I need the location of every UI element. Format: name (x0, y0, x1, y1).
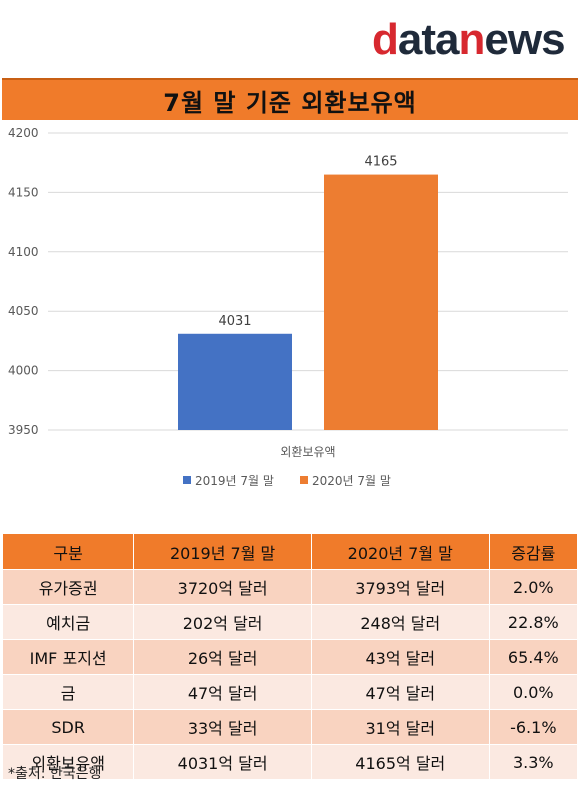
cell-category: 유가증권 (1, 569, 135, 605)
y-tick-label: 4100 (8, 245, 39, 259)
y-tick-label: 4050 (8, 304, 39, 318)
header-change: 증감률 (488, 533, 579, 570)
cell-change: 65.4% (488, 639, 579, 675)
cell-category: 금 (1, 674, 135, 710)
y-tick-label: 4150 (8, 185, 39, 199)
bar (178, 333, 292, 430)
table-row: 예치금 202억 달러 248억 달러 22.8% (1, 604, 579, 640)
cell-change: 0.0% (488, 674, 579, 710)
table-row: IMF 포지션 26억 달러 43억 달러 65.4% (1, 639, 579, 675)
cell-category: IMF 포지션 (1, 639, 135, 675)
y-tick-label: 3950 (8, 423, 39, 437)
table-row: SDR 33억 달러 31억 달러 -6.1% (1, 709, 579, 745)
chart-title-bar: 7월 말 기준 외환보유액 (2, 78, 578, 120)
table-row: 금 47억 달러 47억 달러 0.0% (1, 674, 579, 710)
data-label: 4031 (218, 314, 251, 329)
cell-2020: 47억 달러 (310, 674, 490, 710)
cell-2019: 33억 달러 (133, 709, 312, 745)
header-category: 구분 (1, 533, 135, 570)
cell-2019: 202억 달러 (133, 604, 312, 640)
reserves-table: 구분 2019년 7월 말 2020년 7월 말 증감률 유가증권 3720억 … (1, 533, 579, 780)
cell-2019: 4031억 달러 (133, 744, 312, 780)
bar (324, 174, 438, 430)
cell-change: -6.1% (488, 709, 579, 745)
header-2020: 2020년 7월 말 (310, 533, 490, 570)
cell-2020: 3793억 달러 (310, 569, 490, 605)
cell-change: 3.3% (488, 744, 579, 780)
cell-category: SDR (1, 709, 135, 745)
legend-label: 2020년 7월 말 (312, 474, 391, 488)
legend-swatch (183, 476, 191, 484)
table-header-row: 구분 2019년 7월 말 2020년 7월 말 증감률 (1, 533, 579, 570)
cell-change: 2.0% (488, 569, 579, 605)
cell-category: 예치금 (1, 604, 135, 640)
legend-label: 2019년 7월 말 (195, 474, 274, 488)
y-tick-label: 4200 (8, 126, 39, 140)
legend-swatch (300, 476, 308, 484)
data-label: 4165 (364, 155, 397, 170)
chart-title: 7월 말 기준 외환보유액 (163, 88, 417, 117)
bar-chart: 4200 4150 4100 4050 4000 3950 4031 4165 외환보유액 201… (8, 126, 568, 488)
cell-2019: 26억 달러 (133, 639, 312, 675)
y-tick-label: 4000 (8, 364, 39, 378)
table-row: 외환보유액 4031억 달러 4165억 달러 3.3% (1, 744, 579, 780)
cell-2019: 3720억 달러 (133, 569, 312, 605)
table-row: 유가증권 3720억 달러 3793억 달러 2.0% (1, 569, 579, 605)
header-2019: 2019년 7월 말 (133, 533, 312, 570)
cell-category: 외환보유액 (1, 744, 135, 780)
datanews-logo: datanews (372, 15, 566, 64)
cell-2020: 31억 달러 (310, 709, 490, 745)
cell-2019: 47억 달러 (133, 674, 312, 710)
cell-2020: 43억 달러 (310, 639, 490, 675)
cell-2020: 248억 달러 (310, 604, 490, 640)
source-note: *출처: 한국은행 (8, 766, 102, 782)
cell-change: 22.8% (488, 604, 579, 640)
cell-2020: 4165억 달러 (310, 744, 490, 780)
x-category-label: 외환보유액 (280, 445, 335, 459)
